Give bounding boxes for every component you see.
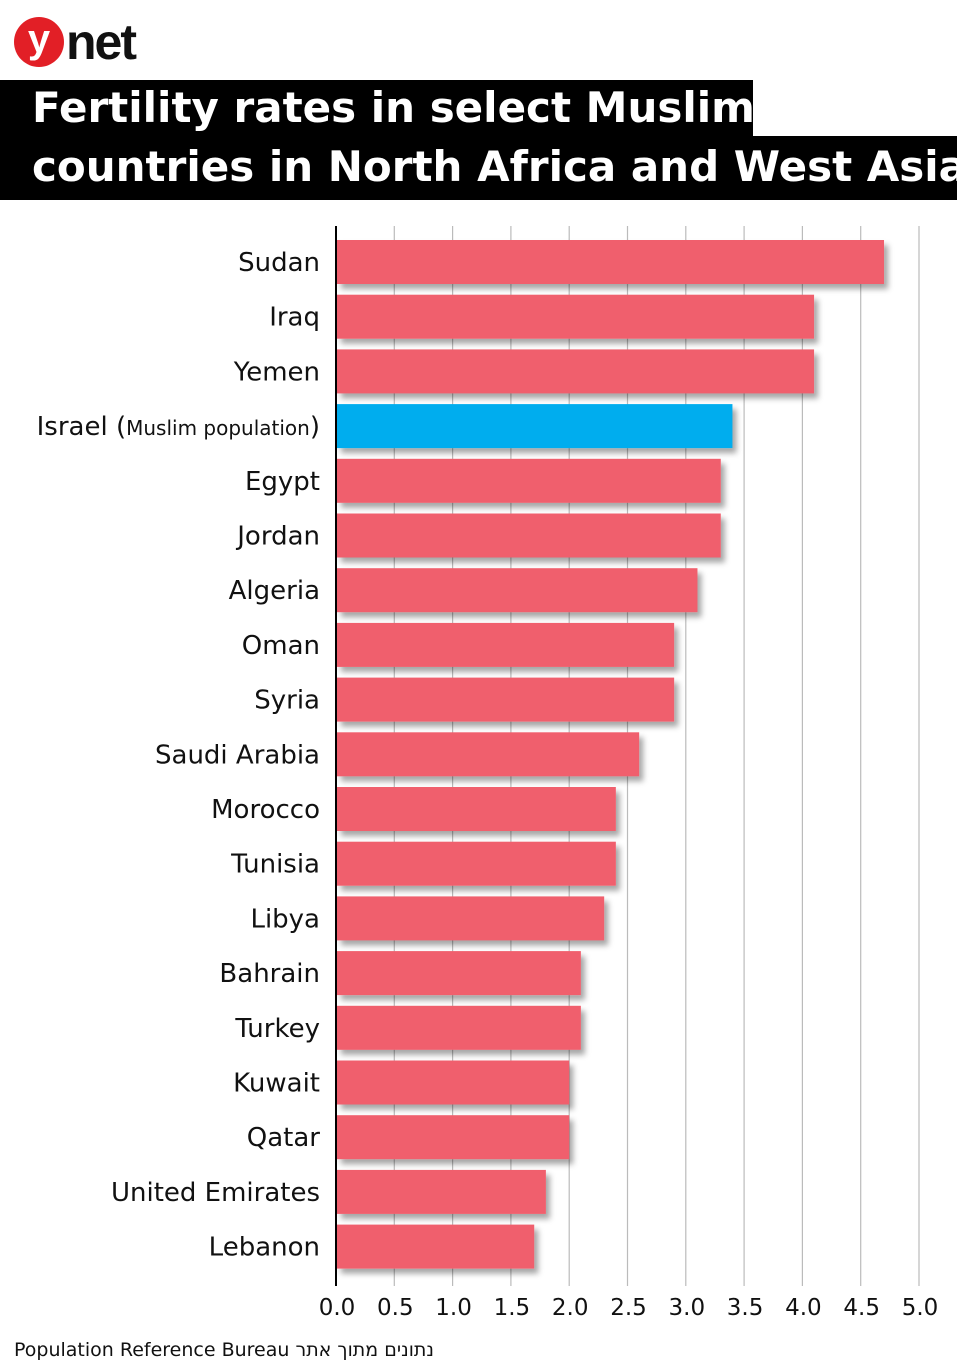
bar-sudan [337, 240, 885, 284]
category-label: Tunisia [230, 850, 320, 880]
x-tick-label: 3.5 [727, 1295, 764, 1321]
bar-united-emirates [337, 1169, 546, 1214]
bar-bahrain [337, 951, 581, 996]
category-label: Sudan [238, 248, 320, 278]
category-label: Israel (Muslim population) [37, 412, 320, 442]
bar-algeria [337, 568, 698, 613]
category-label: Iraq [269, 303, 320, 333]
source-note: Population Reference Bureau נתונים מתוך … [14, 1339, 434, 1361]
category-label: United Emirates [111, 1178, 320, 1208]
x-tick-label: 0.5 [377, 1295, 414, 1321]
category-label: Morocco [211, 795, 320, 825]
category-label: Yemen [233, 357, 320, 387]
title-line-2: countries in North Africa and West Asia [0, 136, 967, 200]
x-tick-label: 0.0 [319, 1295, 356, 1321]
x-tick-label: 5.0 [902, 1295, 939, 1321]
bar-kuwait [337, 1060, 570, 1105]
category-label: Egypt [245, 467, 320, 497]
bar-tunisia [337, 841, 616, 886]
x-tick-label: 1.0 [435, 1295, 472, 1321]
category-label: Libya [250, 904, 320, 934]
x-tick-label: 4.0 [785, 1295, 822, 1321]
bar-iraq [337, 294, 815, 339]
logo-net: net [66, 14, 137, 70]
bar-syria [337, 677, 675, 722]
x-tick-label: 3.0 [669, 1295, 706, 1321]
category-label: Lebanon [209, 1233, 320, 1263]
category-label: Algeria [229, 576, 320, 606]
logo-y: y [14, 17, 64, 67]
bar-oman [337, 622, 675, 667]
category-label: Saudi Arabia [155, 740, 320, 770]
category-label: Syria [254, 686, 320, 716]
bar-lebanon [337, 1224, 535, 1269]
x-tick-label: 1.5 [494, 1295, 531, 1321]
x-tick-label: 4.5 [843, 1295, 880, 1321]
bar-turkey [337, 1005, 581, 1050]
category-label: Kuwait [233, 1069, 320, 1099]
bar-morocco [337, 787, 616, 831]
bar-yemen [337, 349, 815, 394]
bar-qatar [337, 1115, 570, 1160]
bar-libya [337, 896, 605, 941]
category-label: Qatar [247, 1123, 321, 1153]
category-label: Bahrain [219, 959, 320, 989]
category-label: Oman [242, 631, 320, 661]
category-label: Turkey [234, 1014, 320, 1044]
bar-saudi-arabia [337, 732, 640, 777]
bar-egypt [337, 458, 721, 503]
ynet-logo: y net [14, 14, 137, 70]
bar-jordan [337, 513, 721, 558]
x-tick-label: 2.5 [610, 1295, 647, 1321]
x-tick-label: 2.0 [552, 1295, 589, 1321]
bar-israel [337, 404, 733, 449]
title-line-1: Fertility rates in select Muslim [0, 80, 755, 136]
category-label: Jordan [235, 522, 320, 552]
